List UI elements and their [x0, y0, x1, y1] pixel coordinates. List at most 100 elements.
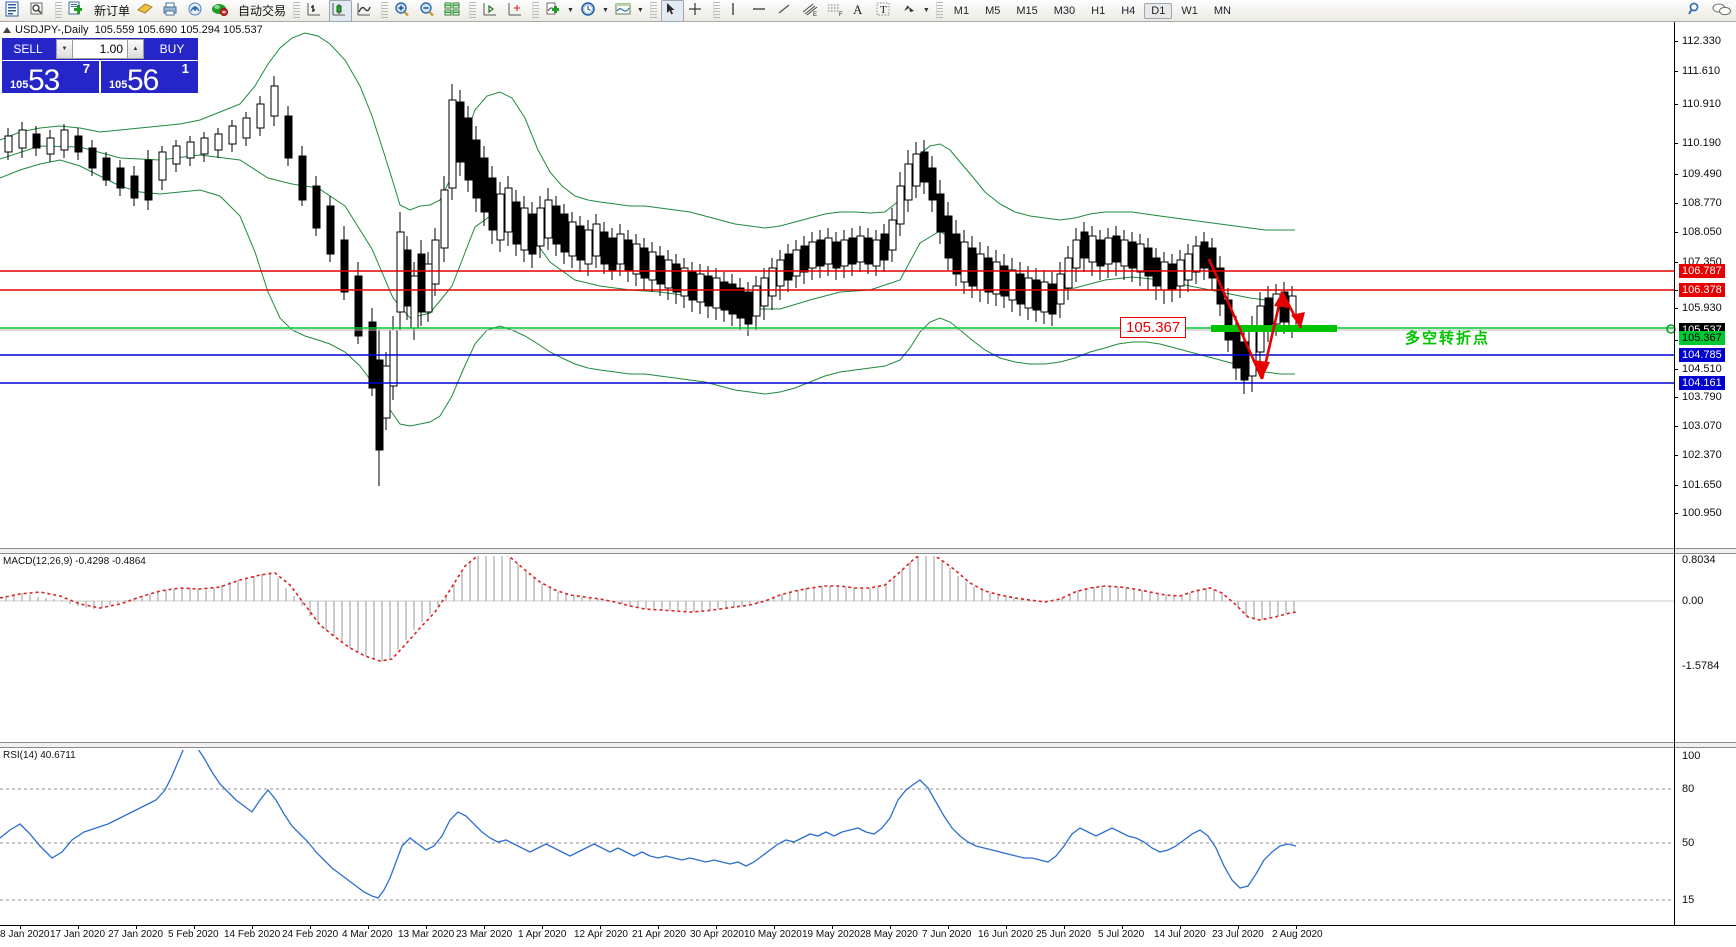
time-axis-line: [0, 925, 1736, 926]
history-center-icon[interactable]: [135, 0, 158, 22]
timeframe-m15[interactable]: M15: [1016, 4, 1038, 17]
line-chart-icon[interactable]: [354, 0, 377, 22]
pane-separator-rsi[interactable]: [0, 742, 1736, 748]
crosshair-icon[interactable]: [686, 0, 709, 22]
timeframe-m30[interactable]: M30: [1053, 4, 1076, 17]
market-watch-icon[interactable]: [3, 0, 26, 22]
macd-tick-label: 0.00: [1682, 595, 1704, 607]
vertical-line-icon[interactable]: [724, 0, 747, 22]
volume-increase-button[interactable]: ▲: [127, 39, 144, 59]
new-order-label[interactable]: 新订单: [94, 4, 131, 18]
price-tag-resistance-1[interactable]: 106.787: [1679, 264, 1725, 278]
date-tick-label: 24 Feb 2020: [282, 929, 339, 940]
rsi-tick-label: 100: [1682, 750, 1701, 762]
sell-price-cell[interactable]: 105 53 7: [2, 61, 99, 97]
date-tick-label: 23 Jul 2020: [1212, 929, 1264, 940]
trendline-icon[interactable]: [774, 0, 797, 22]
bar-chart-icon[interactable]: [304, 0, 327, 22]
new-order-icon[interactable]: [66, 0, 89, 22]
rsi-tick-label: 15: [1682, 894, 1695, 906]
arrows-icon[interactable]: [899, 0, 922, 22]
horizontal-line-icon[interactable]: [749, 0, 772, 22]
svg-text:F: F: [839, 12, 843, 18]
timeframe-m5[interactable]: M5: [985, 4, 1001, 17]
arrows-dropdown-arrow[interactable]: ▼: [922, 7, 930, 14]
date-tick-label: 5 Feb 2020: [168, 929, 219, 940]
pane-separator-macd[interactable]: [0, 548, 1736, 554]
price-tag-pivot[interactable]: 105.367: [1679, 331, 1725, 345]
periods-dropdown-arrow[interactable]: ▼: [601, 7, 609, 14]
price-tag-resistance-2[interactable]: 106.378: [1679, 283, 1725, 297]
down-trend-arrow-line: [1207, 258, 1264, 380]
price-tick-label: 100.950: [1682, 507, 1722, 519]
collapse-triangle-icon[interactable]: [3, 26, 11, 33]
buy-button[interactable]: BUY: [146, 38, 198, 60]
templates-dropdown-arrow[interactable]: ▼: [636, 7, 644, 14]
date-tick-label: 4 Mar 2020: [342, 929, 393, 940]
text-label-icon[interactable]: A: [849, 0, 872, 22]
indicators-dropdown-arrow[interactable]: ▼: [567, 7, 574, 14]
toolbar-separator-2: [293, 2, 301, 19]
main-toolbar: 新订单 自动交易: [0, 0, 1736, 22]
print-icon[interactable]: [160, 0, 183, 22]
date-tick-label: 16 Jun 2020: [978, 929, 1034, 940]
date-tick-label: 8 Jan 2020: [0, 929, 50, 940]
volume-input[interactable]: 1.00: [73, 39, 127, 59]
rsi-tick-label: 50: [1682, 837, 1695, 849]
date-tick-label: 1 Apr 2020: [518, 929, 567, 940]
price-tag-support-1[interactable]: 104.785: [1679, 348, 1725, 362]
toolbar-separator-5: [532, 2, 540, 19]
one-click-trading-panel[interactable]: SELL ▼ 1.00 ▲ BUY 105 53 7 105 56 1: [2, 38, 198, 97]
chart-shift-icon[interactable]: [505, 0, 528, 22]
zoom-in-icon[interactable]: [392, 0, 415, 22]
chart-symbol-label: USDJPY-,Daily: [15, 23, 89, 36]
search-icon[interactable]: [1685, 0, 1708, 22]
price-tag-support-2[interactable]: 104.161: [1679, 376, 1725, 390]
timeframe-d1[interactable]: D1: [1144, 2, 1173, 19]
turning-point-annotation[interactable]: 多空转折点: [1405, 330, 1491, 347]
rsi-tick-label: 80: [1682, 783, 1695, 795]
text-icon[interactable]: T: [874, 0, 897, 22]
price-tick-label: 108.050: [1682, 226, 1722, 238]
date-tick-label: 21 Apr 2020: [632, 929, 686, 940]
macd-indicator-label: MACD(12,26,9) -0.4298 -0.4864: [3, 556, 146, 567]
fibonacci-retracement-icon[interactable]: F: [824, 0, 847, 22]
volume-decrease-button[interactable]: ▼: [56, 39, 73, 59]
price-tick-label: 103.070: [1682, 420, 1722, 432]
metaeditor-icon[interactable]: [185, 0, 208, 22]
auto-scroll-icon[interactable]: [480, 0, 503, 22]
date-tick-label: 19 May 2020: [802, 929, 860, 940]
templates-icon[interactable]: [613, 0, 636, 22]
timeframe-mn[interactable]: MN: [1213, 4, 1231, 17]
candlestick-chart-icon[interactable]: [329, 0, 353, 22]
auto-trading-label[interactable]: 自动交易: [238, 4, 287, 18]
timeframe-h4[interactable]: H4: [1121, 4, 1136, 17]
toolbar-right-group: [1684, 0, 1734, 22]
tile-windows-icon[interactable]: [442, 0, 465, 22]
timeframe-h1[interactable]: H1: [1091, 4, 1106, 17]
horizontal-levels[interactable]: [0, 270, 1674, 384]
cursor-icon[interactable]: [660, 0, 684, 22]
data-window-icon[interactable]: [28, 0, 51, 22]
up-trend-arrow-head: [1274, 292, 1289, 308]
sell-price-main: 53: [28, 64, 60, 97]
toolbar-separator-8: [935, 2, 943, 19]
price-tick-label: 112.330: [1682, 35, 1721, 47]
svg-text:T: T: [880, 4, 887, 16]
zoom-out-icon[interactable]: [417, 0, 440, 22]
buy-price-cell[interactable]: 105 56 1: [101, 61, 198, 97]
price-annotation-box[interactable]: 105.367: [1120, 317, 1187, 338]
periods-icon[interactable]: [578, 0, 601, 22]
date-tick-label: 10 May 2020: [744, 929, 802, 940]
volume-control[interactable]: ▼ 1.00 ▲: [54, 38, 146, 60]
sell-button[interactable]: SELL: [2, 38, 54, 60]
timeframe-w1[interactable]: W1: [1181, 4, 1198, 17]
chart-title-bar: USDJPY-,Daily 105.559 105.690 105.294 10…: [0, 23, 263, 36]
chat-icon[interactable]: [1710, 0, 1733, 22]
drawn-annotations[interactable]: [1207, 258, 1676, 380]
indicators-icon[interactable]: [543, 0, 566, 22]
equidistant-channel-icon[interactable]: E: [799, 0, 822, 22]
expert-advisors-icon[interactable]: [210, 0, 233, 22]
timeframe-m1[interactable]: M1: [953, 4, 970, 17]
